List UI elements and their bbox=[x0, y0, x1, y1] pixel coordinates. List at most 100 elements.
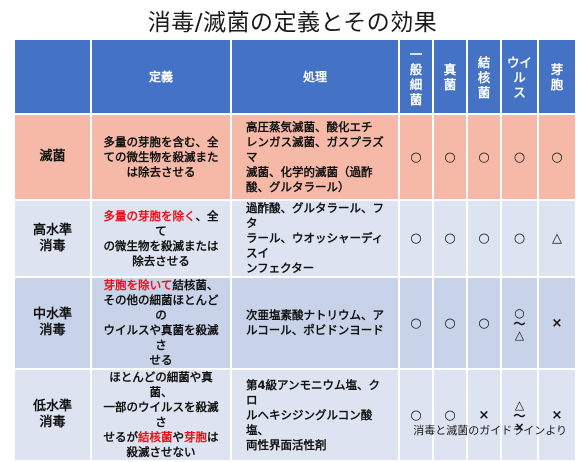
process-cell: 第4級アンモニウム塩、クロ ルヘキシジングルコン酸塩、 両性界面活性剤 bbox=[232, 370, 400, 462]
effect-symbol: ○ bbox=[444, 149, 456, 165]
process-line: レンガス滅菌、ガスプラズマ bbox=[246, 134, 384, 164]
row-heading: 滅菌 bbox=[15, 115, 92, 201]
effect-symbol: ○ bbox=[478, 315, 490, 331]
effect-mark: ○ bbox=[400, 201, 434, 278]
process-line: ンフェクター bbox=[246, 261, 315, 275]
effect-symbol: △ bbox=[514, 327, 525, 342]
header-char: 真 bbox=[443, 62, 457, 77]
effect-symbol: ○ bbox=[410, 407, 422, 423]
row-heading: 中水準 消毒 bbox=[15, 278, 92, 370]
definition-highlight: 多量の芽胞を除く bbox=[103, 208, 196, 223]
row-heading-line: 中水準 bbox=[32, 307, 72, 322]
row-heading: 高水準 消毒 bbox=[15, 201, 92, 278]
header-blank bbox=[15, 40, 92, 115]
effect-mark: ○ bbox=[400, 370, 434, 462]
header-char: 菌 bbox=[443, 77, 457, 92]
row-heading: 低水準 消毒 bbox=[15, 370, 92, 462]
effect-symbol: × bbox=[551, 315, 563, 331]
effect-range: △ ～ × bbox=[513, 399, 526, 433]
definition-text: せるが bbox=[103, 430, 139, 444]
effect-symbol: ○ bbox=[410, 149, 422, 165]
definition-text: の微生物を殺滅または bbox=[103, 238, 219, 253]
header-definition: 定義 bbox=[92, 40, 232, 115]
effect-mark: ○ bbox=[400, 115, 434, 201]
definition-text: 殺滅させない bbox=[126, 445, 196, 459]
definition-text: 、全て bbox=[155, 208, 219, 238]
header-spores: 芽 胞 bbox=[539, 40, 575, 115]
definition-text: は bbox=[207, 430, 219, 444]
table-body: 滅菌 多量の芽胞を含む、全 ての微生物を殺滅また は除去させる 高圧蒸気滅菌、酸化エチレ… bbox=[15, 115, 575, 462]
effect-mark: ○ bbox=[434, 278, 468, 370]
header-char: 胞 bbox=[550, 77, 564, 92]
effect-mark: × bbox=[539, 278, 575, 370]
table-row: 滅菌 多量の芽胞を含む、全 ての微生物を殺滅また は除去させる 高圧蒸気滅菌、酸化エチレ… bbox=[15, 115, 575, 201]
effect-symbol: ○ bbox=[444, 407, 456, 423]
effect-mark: ○ bbox=[434, 115, 468, 201]
definition-highlight: 結核菌 bbox=[138, 430, 173, 444]
header-char: 菌 bbox=[477, 84, 491, 100]
row-heading-line: 滅菌 bbox=[39, 149, 66, 164]
row-heading-line: 消毒 bbox=[39, 238, 66, 254]
effect-mark: ○ bbox=[434, 201, 468, 278]
effect-symbol: ～ bbox=[513, 408, 526, 423]
process-cell: 次亜塩素酸ナトリウム、ア ルコール、ポビドンヨード bbox=[232, 278, 400, 370]
effect-symbol: × bbox=[551, 407, 563, 423]
process-line: ラール、ウオッシャーディスイ bbox=[246, 231, 384, 260]
effect-symbol: ○ bbox=[514, 305, 525, 320]
disinfection-table: 定義 処理 一 般 細 菌 真 菌 結 核 菌 ウイ bbox=[15, 40, 575, 462]
header-bacteria: 一 般 細 菌 bbox=[400, 40, 434, 115]
effect-mark: ○ bbox=[468, 115, 502, 201]
row-heading-line: 低水準 bbox=[32, 399, 72, 414]
definition-cell: 多量の芽胞を除く、全て の微生物を殺滅または 除去させる bbox=[92, 201, 232, 278]
slide: 消毒/滅菌の定義とその効果 定義 処理 一 般 細 菌 bbox=[15, 10, 575, 462]
process-line: 両性界面活性剤 bbox=[246, 437, 327, 452]
definition-highlight: 芽胞を除いて bbox=[103, 278, 173, 292]
process-line: ルヘキシジングルコン酸塩、 bbox=[246, 407, 373, 437]
header-char: 菌 bbox=[409, 92, 423, 107]
effect-mark: ○ bbox=[434, 370, 468, 462]
effect-mark: ○ bbox=[502, 201, 539, 278]
definition-text: は除去させる bbox=[126, 164, 196, 179]
effect-mark: ○ ～ △ bbox=[502, 278, 539, 370]
process-line: 次亜塩素酸ナトリウム、ア bbox=[246, 308, 384, 322]
definition-text: 除去させる bbox=[132, 253, 190, 268]
effect-mark: ○ bbox=[502, 115, 539, 201]
row-heading-line: 消毒 bbox=[39, 415, 66, 430]
effect-mark: ○ bbox=[468, 201, 502, 278]
header-fungi: 真 菌 bbox=[434, 40, 468, 115]
process-cell: 過酢酸、グルタラール、フタ ラール、ウオッシャーディスイ ンフェクター bbox=[232, 201, 400, 278]
header-char: ル bbox=[513, 69, 526, 85]
header-char: 細 bbox=[409, 77, 423, 92]
definition-text: 結核菌、 bbox=[172, 278, 219, 292]
effect-mark: ○ bbox=[468, 278, 502, 370]
header-row: 定義 処理 一 般 細 菌 真 菌 結 核 菌 ウイ bbox=[15, 40, 575, 115]
effect-mark: × bbox=[468, 370, 502, 462]
process-line: 酸、グルタラール） bbox=[246, 179, 350, 194]
effect-symbol: ○ bbox=[478, 231, 490, 246]
table-row: 高水準 消毒 多量の芽胞を除く、全て の微生物を殺滅または 除去させる 過酢酸、グルタラー… bbox=[15, 201, 575, 278]
effect-symbol: ○ bbox=[444, 231, 456, 246]
effect-mark: △ bbox=[539, 201, 575, 278]
effect-symbol: ○ bbox=[410, 315, 422, 331]
header-char: ウイ bbox=[506, 54, 532, 70]
effect-symbol: ○ bbox=[444, 315, 456, 331]
row-heading-line: 消毒 bbox=[39, 323, 66, 338]
definition-text: ウイルスや真菌を殺滅さ bbox=[103, 323, 219, 352]
process-line: 過酢酸、グルタラール、フタ bbox=[246, 201, 384, 230]
header-char: 般 bbox=[409, 62, 423, 77]
header-char: 結 bbox=[477, 54, 491, 70]
effect-mark: △ ～ × bbox=[502, 370, 539, 462]
row-heading-line: 高水準 bbox=[32, 222, 72, 238]
definition-text: 多量の芽胞を含む、全 bbox=[103, 134, 219, 149]
definition-text: 一部のウイルスを殺滅さ bbox=[103, 400, 219, 429]
effect-symbol: × bbox=[478, 407, 490, 423]
header-virus: ウイ ル ス bbox=[502, 40, 539, 115]
slide-title: 消毒/滅菌の定義とその効果 bbox=[147, 10, 438, 36]
definition-cell: 芽胞を除いて結核菌、 その他の細菌ほとんどの ウイルスや真菌を殺滅さ せる bbox=[92, 278, 232, 370]
effect-symbol: △ bbox=[552, 231, 562, 246]
header-char: 一 bbox=[409, 47, 423, 62]
process-line: 第4級アンモニウム塩、クロ bbox=[246, 377, 381, 407]
effect-mark: × bbox=[539, 370, 575, 462]
definition-text: ほとんどの細菌や真菌、 bbox=[109, 370, 213, 399]
definition-cell: 多量の芽胞を含む、全 ての微生物を殺滅また は除去させる bbox=[92, 115, 232, 201]
